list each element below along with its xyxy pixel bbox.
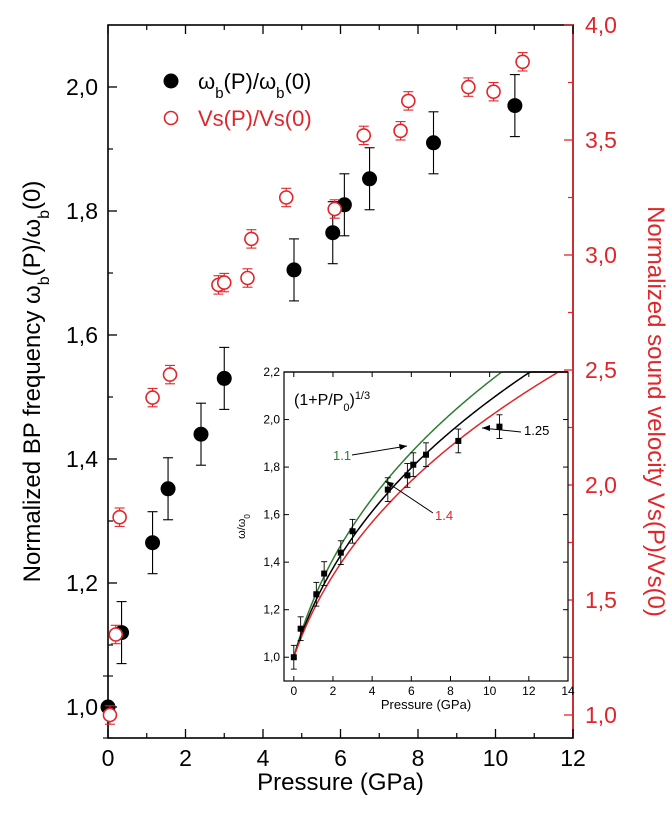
inset-arrow-1.1 — [351, 445, 408, 456]
inset-x-tick-label: 4 — [369, 684, 376, 698]
open-circle-point — [461, 79, 476, 95]
inset-x-tick-label: 0 — [290, 684, 297, 698]
inset-chart: 0 2 4 6 8 10 12 14 1,0 1,2 1,4 1,6 1,8 2,0 2,2 Pressure… — [236, 365, 575, 712]
inset-x-tick-label: 10 — [483, 684, 497, 698]
y-tick-label: 1,2 — [66, 570, 98, 596]
filled-circle-point — [286, 262, 302, 278]
open-circle-point — [240, 270, 255, 286]
x-tick-label: 12 — [560, 745, 586, 771]
inset-y-tick-label: 1,2 — [263, 603, 280, 617]
y2-tick-label: 2,5 — [585, 357, 617, 383]
inset-curve-1.25 — [293, 371, 568, 658]
filled-circle-point — [426, 135, 441, 151]
open-circle-point — [112, 509, 127, 525]
inset-y-tick-label: 2,0 — [263, 413, 280, 427]
filled-circle-point — [325, 225, 341, 241]
y-tick-label: 1,8 — [66, 198, 98, 224]
y-tick-label: 1,6 — [66, 322, 98, 348]
open-circle-point — [401, 93, 416, 109]
inset-curve-1.4 — [293, 371, 568, 658]
y2-tick-label: 1,5 — [585, 587, 617, 613]
x-tick-label: 0 — [102, 745, 115, 771]
open-circle-point — [515, 54, 530, 70]
inset-x-axis-title: Pressure (GPa) — [381, 697, 471, 712]
inset-arrowhead-1.1 — [399, 444, 407, 450]
y-tick-label: 1,4 — [66, 446, 98, 472]
y2-tick-label: 4,0 — [585, 12, 617, 38]
inset-y-tick-label: 1,0 — [263, 650, 280, 664]
inset-square-point — [313, 591, 320, 598]
y-tick-label: 1,0 — [66, 694, 98, 720]
inset-y-tick-label: 1,8 — [263, 460, 280, 474]
open-circle-point — [486, 84, 501, 99]
x-tick-label: 2 — [179, 745, 192, 771]
inset-label-1.4: 1.4 — [435, 508, 453, 523]
inset-square-point — [384, 486, 391, 493]
filled-circle-point — [193, 426, 209, 442]
open-circle-point — [356, 128, 372, 143]
inset-frame — [283, 371, 569, 682]
filled-circle-point — [362, 171, 378, 187]
inset-y-axis-title: ω/ω0 — [236, 514, 252, 539]
legend: ωb(P)/ωb(0) Vs(P)/Vs(0) — [163, 69, 312, 131]
open-circle-point — [244, 231, 259, 247]
open-circle-point — [102, 707, 118, 723]
main-axes: 0 2 4 6 8 10 12 1,0 1,2 1,4 1,6 1,8 2,0 1,0 1,5 2,0 2,5 3… — [19, 12, 669, 796]
y-tick-label: 2,0 — [66, 74, 98, 100]
filled-circle-point — [145, 535, 161, 551]
inset-square-point — [423, 451, 429, 458]
x-axis-title: Pressure (GPa) — [257, 769, 424, 796]
filled-circle-point — [160, 481, 176, 497]
inset-square-point — [455, 437, 462, 444]
inset-square-point — [321, 570, 328, 577]
filled-circle-point — [216, 370, 232, 386]
x-tick-label: 4 — [257, 745, 270, 771]
open-circle-point — [393, 123, 408, 139]
open-circle-point — [162, 367, 178, 382]
open-circle-point — [108, 627, 124, 642]
legend-label-omega: ωb(P)/ωb(0) — [198, 69, 311, 102]
inset-arrowhead-1.25 — [482, 425, 490, 431]
inset-y-tick-label: 1,6 — [263, 508, 280, 522]
y2-tick-label: 3,5 — [585, 127, 617, 153]
inset-y-tick-label: 2,2 — [263, 365, 280, 379]
open-circle-point — [145, 390, 160, 405]
inset-x-tick-label: 14 — [561, 684, 575, 698]
inset-x-tick-label: 8 — [447, 684, 454, 698]
filled-circle-point — [507, 98, 523, 114]
inset-square-point — [404, 472, 411, 479]
y2-tick-label: 2,0 — [585, 472, 617, 498]
inset-square-point — [410, 461, 417, 468]
inset-formula: (1+P/P0)1/3 — [294, 390, 370, 414]
inset-label-1.25: 1.25 — [524, 423, 549, 438]
y-axis-title: Normalized BP frequency ωb(P)/ωb(0) — [19, 181, 53, 583]
inset-x-tick-label: 12 — [522, 684, 536, 698]
open-circle-point — [327, 201, 342, 217]
inset-arrow-1.4 — [384, 480, 434, 514]
y2-tick-label: 3,0 — [585, 242, 617, 268]
inset-square-point — [297, 625, 304, 632]
x-tick-label: 6 — [334, 745, 347, 771]
x-tick-label: 8 — [412, 745, 425, 771]
legend-filled-marker — [163, 73, 179, 89]
main-data — [100, 52, 530, 739]
x-tick-label: 10 — [483, 745, 509, 771]
y2-tick-label: 1,0 — [585, 702, 617, 728]
inset-x-tick-label: 6 — [408, 684, 415, 698]
inset-square-point — [349, 528, 356, 535]
inset-square-point — [337, 549, 344, 556]
inset-x-tick-label: 2 — [330, 684, 337, 698]
open-circle-point — [278, 190, 294, 205]
inset-label-1.1: 1.1 — [333, 448, 351, 463]
legend-label-vs: Vs(P)/Vs(0) — [198, 106, 312, 131]
inset-arrowhead-1.4 — [385, 481, 394, 488]
legend-open-marker — [163, 110, 179, 126]
inset-square-point — [290, 654, 297, 661]
inset-square-point — [496, 423, 503, 430]
inset-y-tick-label: 1,4 — [263, 555, 280, 569]
y2-axis-title: Normalized sound velocity Vs(P)/Vs(0) — [642, 206, 669, 617]
open-circle-point — [216, 275, 232, 290]
